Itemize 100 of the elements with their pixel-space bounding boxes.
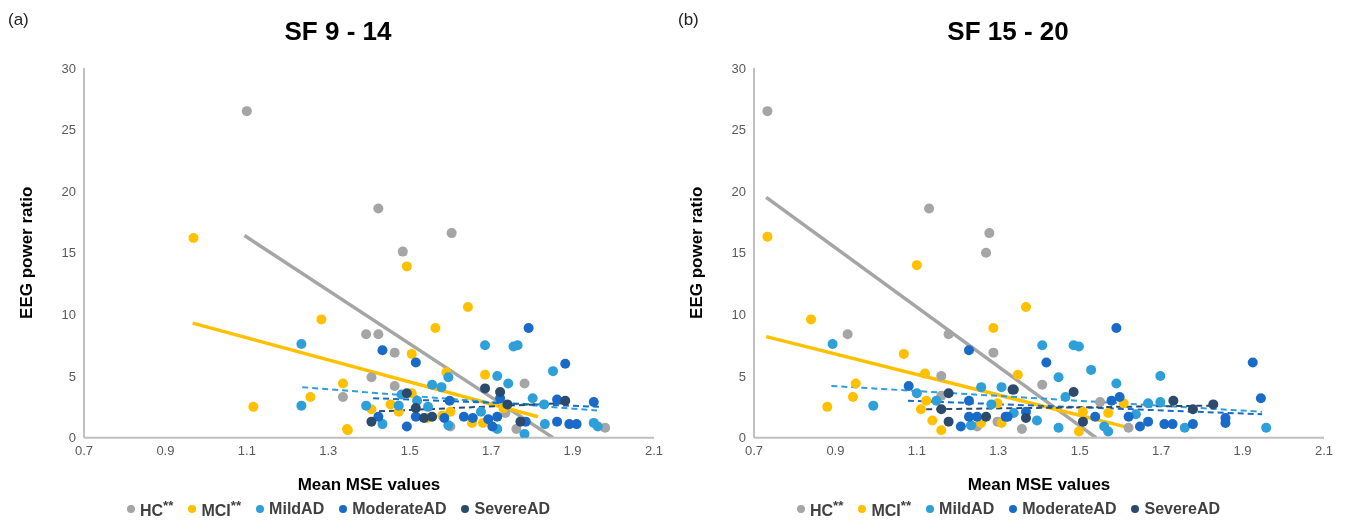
y-tick-label: 20 bbox=[61, 183, 76, 199]
point bbox=[492, 371, 503, 382]
point bbox=[955, 421, 966, 432]
point bbox=[296, 339, 307, 350]
y-tick-label: 5 bbox=[68, 368, 76, 384]
point bbox=[1106, 395, 1117, 406]
point bbox=[519, 378, 530, 389]
point bbox=[427, 379, 438, 390]
y-tick-label: 25 bbox=[731, 122, 746, 138]
point bbox=[480, 383, 491, 394]
point bbox=[822, 401, 833, 412]
point bbox=[903, 380, 914, 391]
point bbox=[401, 421, 412, 432]
point bbox=[502, 399, 513, 410]
x-tick-label: 0.9 bbox=[156, 442, 175, 458]
point bbox=[936, 404, 947, 415]
point bbox=[401, 388, 412, 399]
point bbox=[1134, 421, 1145, 432]
point bbox=[588, 396, 599, 407]
point bbox=[1103, 408, 1114, 419]
text: (a) bbox=[8, 10, 29, 30]
point bbox=[361, 400, 372, 411]
point bbox=[762, 231, 773, 242]
point bbox=[972, 411, 983, 422]
point bbox=[936, 371, 947, 382]
point bbox=[1143, 398, 1154, 409]
point bbox=[480, 369, 491, 380]
point bbox=[1068, 387, 1079, 398]
point bbox=[1031, 415, 1042, 426]
y-tick-label: 10 bbox=[61, 307, 76, 323]
point bbox=[430, 323, 441, 333]
point bbox=[827, 339, 838, 350]
point bbox=[373, 329, 384, 340]
point bbox=[1077, 406, 1088, 417]
legend-label: MCI$^{**}$ bbox=[871, 497, 912, 520]
point bbox=[511, 424, 522, 435]
legend-label: ModerateAD bbox=[1022, 499, 1117, 518]
legend-label: MildAD bbox=[269, 499, 325, 518]
point bbox=[316, 314, 327, 325]
point bbox=[458, 411, 469, 422]
point bbox=[981, 247, 992, 258]
point bbox=[188, 233, 199, 244]
point bbox=[393, 400, 404, 411]
point bbox=[337, 378, 348, 389]
point bbox=[389, 380, 400, 391]
chart-title: SF 9 - 14 bbox=[284, 16, 392, 46]
point bbox=[389, 347, 400, 358]
y-tick-label: 20 bbox=[731, 183, 746, 199]
y-tick-label: 30 bbox=[731, 60, 746, 76]
point bbox=[762, 106, 773, 117]
legend-label: SevereAD bbox=[1144, 499, 1221, 518]
y-tick-label: 25 bbox=[61, 122, 76, 138]
x-tick-label: 2.1 bbox=[644, 442, 664, 458]
point bbox=[503, 378, 514, 389]
point bbox=[523, 323, 534, 333]
x-tick-label: 1.3 bbox=[989, 442, 1008, 458]
point bbox=[963, 395, 974, 406]
point bbox=[924, 203, 935, 214]
point bbox=[443, 372, 454, 383]
point bbox=[943, 388, 954, 399]
point bbox=[1261, 422, 1272, 433]
point bbox=[915, 404, 926, 415]
point bbox=[1159, 419, 1170, 430]
y-tick-label: 5 bbox=[738, 368, 746, 384]
point bbox=[444, 395, 455, 406]
point bbox=[373, 411, 384, 422]
legend-label: SevereAD bbox=[474, 499, 551, 518]
point bbox=[475, 406, 486, 417]
point bbox=[842, 329, 853, 340]
point bbox=[1020, 302, 1031, 313]
point bbox=[927, 415, 938, 426]
point bbox=[487, 421, 498, 432]
point bbox=[560, 358, 571, 369]
point bbox=[1155, 371, 1166, 382]
point bbox=[1247, 357, 1258, 368]
point bbox=[996, 382, 1007, 393]
y-axis-title: EEG power ratio bbox=[687, 186, 707, 319]
point bbox=[988, 323, 999, 333]
point bbox=[410, 357, 421, 368]
y-tick-label: 0 bbox=[738, 430, 746, 446]
x-tick-label: 0.7 bbox=[74, 442, 94, 458]
point bbox=[519, 428, 530, 438]
x-tick-label: 1.5 bbox=[1070, 442, 1089, 458]
point bbox=[911, 260, 922, 271]
point bbox=[936, 425, 947, 436]
point bbox=[436, 382, 447, 393]
point bbox=[921, 395, 932, 406]
point bbox=[931, 395, 942, 406]
x-tick-label: 1.9 bbox=[1233, 442, 1252, 458]
point bbox=[1037, 379, 1048, 390]
point bbox=[1073, 426, 1084, 437]
legend-label: HC$^{**}$ bbox=[139, 497, 174, 520]
x-tick-label: 1.7 bbox=[1152, 442, 1171, 458]
point bbox=[1143, 416, 1154, 427]
x-tick-label: 1.1 bbox=[907, 442, 926, 458]
point bbox=[1053, 372, 1064, 383]
point bbox=[1099, 421, 1110, 432]
point bbox=[401, 261, 412, 272]
point bbox=[966, 420, 977, 431]
x-tick-label: 1.7 bbox=[482, 442, 501, 458]
